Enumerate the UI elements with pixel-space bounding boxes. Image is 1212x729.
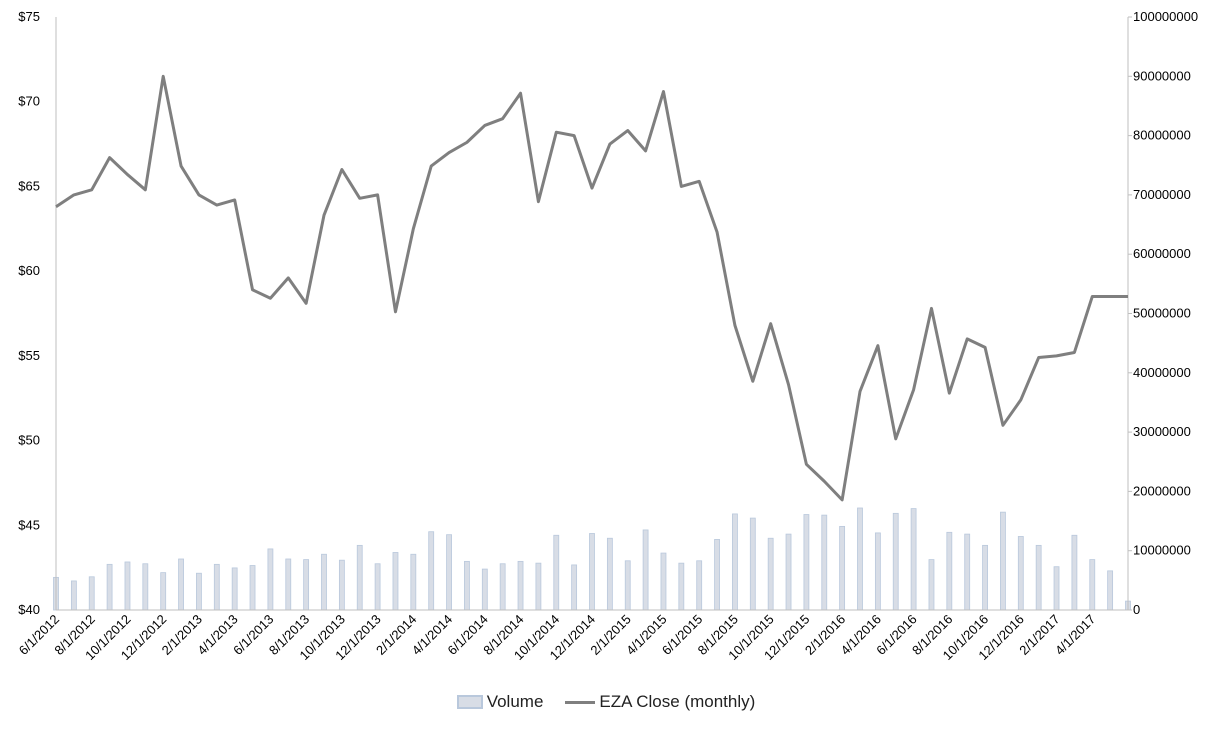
volume-bar [767, 537, 774, 611]
left-tick-label: $50 [18, 433, 40, 448]
volume-bars [53, 507, 1131, 611]
right-tick-label: 60000000 [1133, 246, 1191, 261]
volume-bar [892, 512, 899, 611]
volume-bar [517, 560, 524, 611]
volume-bar [446, 534, 452, 611]
volume-bar [124, 561, 131, 611]
volume-bar [642, 529, 649, 611]
volume-bar [857, 507, 863, 611]
legend-label-volume: Volume [486, 692, 544, 711]
volume-bar [213, 563, 220, 611]
volume-bar [589, 533, 595, 611]
left-tick-label: $55 [18, 348, 40, 363]
volume-bar [70, 580, 77, 611]
legend: Volume EZA Close (monthly) [0, 690, 1212, 714]
right-tick-label: 50000000 [1133, 306, 1191, 321]
volume-bar [785, 533, 792, 611]
axes [55, 17, 1129, 611]
volume-bar [606, 537, 613, 611]
right-tick-label: 0 [1133, 602, 1140, 617]
volume-bar [392, 552, 399, 611]
left-tick-label: $70 [18, 94, 40, 109]
close-line [55, 74, 1128, 502]
volume-bar [839, 525, 846, 611]
right-tick-label: 100000000 [1133, 9, 1198, 24]
left-tick-label: $40 [18, 602, 40, 617]
volume-bar [910, 508, 917, 611]
left-tick-label: $60 [18, 263, 40, 278]
volume-bar [1000, 511, 1006, 611]
legend-swatch-volume [456, 695, 483, 709]
volume-bar [285, 558, 292, 611]
volume-bar [303, 559, 310, 611]
volume-bar [964, 533, 971, 611]
volume-bar [374, 563, 381, 611]
right-tick-label: 80000000 [1133, 128, 1191, 143]
volume-bar [749, 517, 756, 611]
left-axis-ticks: $40 $45 $50 $55 $60 $65 $70 $75 [18, 9, 40, 617]
volume-bar [1053, 566, 1060, 611]
volume-bar [678, 562, 685, 611]
right-axis-ticks: 0 10000000 20000000 30000000 40000000 5000000… [1128, 9, 1198, 617]
volume-bar [464, 560, 470, 611]
x-axis-ticks: 6/1/20128/1/201210/1/201212/1/20122/1/20… [16, 612, 1099, 664]
volume-bar [660, 552, 667, 611]
volume-bar [481, 568, 488, 611]
volume-bar [142, 563, 149, 611]
volume-bar [249, 565, 256, 611]
volume-bar [571, 564, 578, 611]
left-tick-label: $45 [18, 517, 40, 532]
volume-bar [714, 539, 720, 611]
volume-bar [821, 514, 828, 611]
volume-bar [499, 563, 506, 611]
right-tick-label: 90000000 [1133, 68, 1191, 83]
left-tick-label: $75 [18, 9, 40, 24]
volume-bar [696, 560, 703, 611]
left-tick-label: $65 [18, 178, 40, 193]
volume-bar [1107, 570, 1114, 611]
volume-bar [624, 560, 631, 611]
right-tick-label: 20000000 [1133, 483, 1191, 498]
right-tick-label: 40000000 [1133, 365, 1191, 380]
volume-bar [535, 562, 542, 611]
right-tick-label: 10000000 [1133, 543, 1191, 558]
volume-bar [267, 548, 274, 611]
volume-bar [1017, 536, 1024, 611]
volume-bar [732, 513, 738, 611]
volume-bar [803, 514, 810, 611]
volume-bar [1071, 534, 1078, 611]
volume-bar [338, 559, 345, 611]
volume-bar [874, 532, 881, 611]
right-tick-label: 30000000 [1133, 424, 1191, 439]
volume-bar [946, 531, 953, 611]
volume-bar [160, 572, 167, 611]
volume-bar [356, 544, 363, 611]
volume-bar [928, 559, 935, 611]
volume-bar [88, 576, 95, 611]
volume-bar [321, 553, 327, 611]
volume-bar [1089, 559, 1096, 611]
right-tick-label: 70000000 [1133, 187, 1191, 202]
legend-swatch-close [565, 700, 596, 704]
volume-bar [553, 534, 560, 611]
legend-label-close: EZA Close (monthly) [599, 692, 756, 711]
volume-bar [106, 563, 113, 611]
close-line-layer [55, 74, 1128, 502]
volume-bar [428, 531, 435, 611]
legend-item-close: EZA Close (monthly) [565, 692, 755, 712]
volume-bar [982, 544, 988, 611]
volume-bar [196, 572, 202, 611]
volume-bar [1035, 544, 1042, 611]
legend-item-volume: Volume [456, 692, 544, 712]
volume-bar [231, 567, 238, 611]
volume-bar [178, 558, 184, 611]
volume-bar [410, 553, 417, 611]
